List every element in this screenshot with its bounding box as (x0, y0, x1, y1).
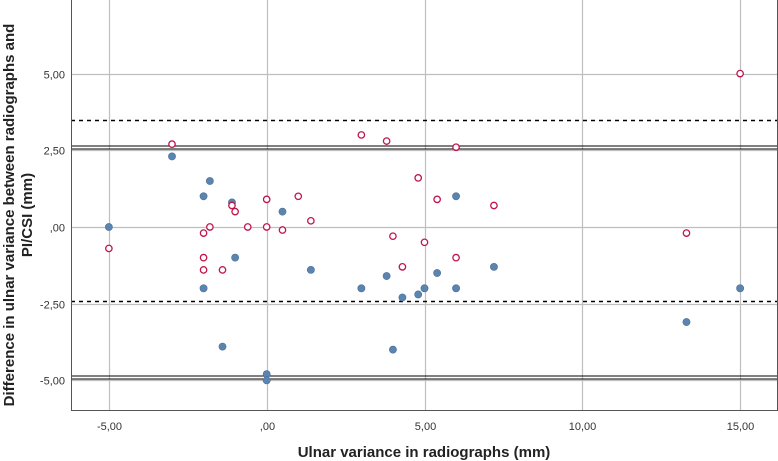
y-tick-label: ,00 (50, 223, 65, 235)
open-point (262, 195, 271, 204)
filled-point (389, 345, 397, 354)
filled-point (306, 266, 315, 274)
filled-point (199, 284, 208, 293)
filled-point (398, 293, 407, 302)
filled-point (205, 177, 214, 185)
x-tick-label: 15,00 (727, 421, 755, 433)
grid-layer (71, 0, 778, 411)
filled-point (682, 318, 691, 326)
open-point (682, 229, 691, 237)
tick-labels: -5,00 ,00 5,00 10,00 15,00 5,00 2,50 ,00 -2,50 -5… (40, 70, 754, 434)
open-point (262, 223, 271, 231)
open-point (168, 140, 176, 149)
open-point (452, 143, 460, 152)
filled-point (452, 192, 460, 201)
open-point (228, 201, 236, 210)
filled-point (490, 262, 498, 271)
filled-point (218, 342, 227, 351)
y-axis-title-line2: PI/CSI (mm) (19, 173, 36, 257)
y-tick-label: -2,50 (40, 300, 65, 312)
filled-point (433, 269, 442, 277)
filled-point (382, 272, 391, 280)
open-point (243, 223, 252, 231)
open-point (206, 223, 214, 231)
open-point (199, 253, 208, 262)
filled-point (199, 192, 208, 201)
open-point (105, 244, 113, 253)
open-point (199, 266, 208, 274)
x-tick-label: ,00 (260, 421, 275, 433)
open-point (382, 137, 391, 145)
x-tick-label: -5,00 (97, 421, 122, 433)
open-point (357, 131, 366, 139)
y-tick-label: -5,00 (40, 376, 65, 388)
y-tick-label: 5,00 (44, 70, 65, 82)
y-axis-title-line1: Difference in ulnar variance between rad… (1, 24, 18, 407)
filled-point (231, 253, 240, 262)
x-tick-label: 10,00 (569, 421, 597, 433)
open-point (433, 195, 441, 204)
open-point (414, 174, 423, 182)
open-point (398, 262, 407, 271)
filled-point (452, 284, 460, 293)
filled-point (357, 284, 366, 293)
y-tick-label: 2,50 (44, 146, 65, 158)
filled-point (278, 207, 287, 216)
open-point (294, 192, 303, 201)
open-point (490, 201, 498, 210)
filled-point (168, 152, 176, 161)
open-point (218, 266, 227, 274)
open-point (199, 229, 208, 237)
open-point (736, 69, 744, 78)
open-point (420, 238, 429, 247)
x-tick-label: 5,00 (415, 421, 436, 433)
open-point (278, 226, 287, 234)
filled-point (104, 223, 113, 231)
filled-point (736, 284, 745, 293)
open-point (231, 207, 239, 216)
open-point (452, 253, 460, 262)
data-points (104, 69, 745, 385)
filled-point (414, 290, 423, 299)
filled-point (420, 284, 429, 293)
filled-point (262, 376, 271, 385)
reference-lines (71, 119, 778, 380)
open-point (389, 232, 397, 241)
x-axis-title: Ulnar variance in radiographs (mm) (298, 444, 551, 461)
open-point (307, 216, 315, 225)
